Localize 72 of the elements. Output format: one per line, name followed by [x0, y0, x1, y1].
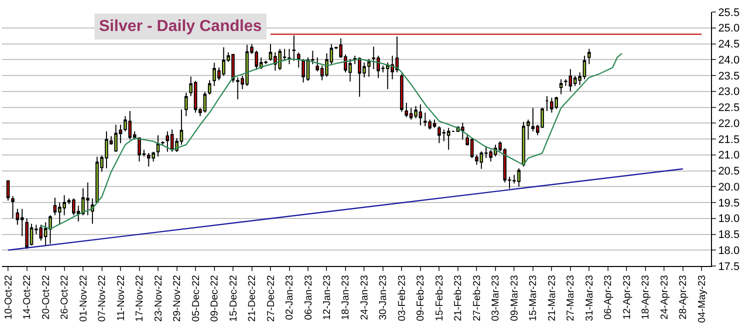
- x-tick-label: 21-Dec-22: [247, 274, 258, 322]
- x-tick-label: 03-Feb-23: [396, 274, 408, 322]
- x-tick-label: 26-Oct-22: [60, 274, 71, 320]
- chart-title: Silver - Daily Candles: [99, 18, 262, 35]
- candlestick: [559, 78, 563, 95]
- x-tick-label: 20-Oct-22: [40, 274, 52, 320]
- x-tick-label: 04-May-23: [696, 274, 708, 323]
- x-tick-label: 27-Dec-22: [266, 274, 277, 322]
- candlestick: [526, 119, 530, 140]
- x-tick-label: 15-Feb-23: [434, 274, 446, 322]
- x-tick-label: 24-Apr-23: [659, 274, 670, 320]
- y-tick-label: 24.0: [718, 54, 740, 66]
- x-tick-label: 15-Mar-23: [528, 274, 540, 322]
- x-tick-label: 27-Feb-23: [472, 274, 483, 322]
- x-tick-label: 01-Nov-22: [78, 274, 90, 322]
- y-tick-label: 17.5: [718, 260, 740, 273]
- x-tick-label: 05-Dec-22: [190, 274, 202, 322]
- candlestick: [460, 122, 464, 140]
- x-tick-label: 21-Feb-23: [453, 274, 464, 322]
- y-tick-label: 21.5: [718, 134, 740, 146]
- candlestick: [208, 80, 212, 96]
- y-tick-label: 23.5: [718, 70, 740, 82]
- x-tick-label: 03-Mar-23: [490, 274, 502, 322]
- candlestick: [588, 48, 591, 65]
- x-tick-label: 09-Feb-23: [416, 274, 427, 322]
- candlestick: [545, 96, 549, 112]
- candlestick: [400, 73, 404, 112]
- y-tick-label: 25.0: [718, 22, 740, 35]
- line-series: [40, 52, 623, 230]
- x-tick-label: 18-Apr-23: [640, 274, 652, 320]
- x-tick-label: 30-Jan-23: [378, 274, 390, 320]
- x-tick-label: 06-Apr-23: [603, 274, 614, 320]
- x-tick-label: 09-Dec-22: [210, 274, 221, 322]
- x-tick-label: 11-Nov-22: [116, 274, 127, 321]
- x-tick-label: 31-Mar-23: [584, 274, 596, 322]
- candlestick: [11, 196, 14, 219]
- y-tick-label: 23.0: [718, 86, 740, 98]
- x-tick-label: 09-Mar-23: [509, 274, 520, 322]
- y-tick-label: 25.5: [718, 6, 740, 19]
- candlestick: [296, 52, 300, 68]
- x-tick-label: 21-Mar-23: [546, 274, 558, 322]
- x-tick-label: 06-Jan-23: [303, 274, 314, 320]
- x-tick-label: 14-Oct-22: [22, 274, 34, 320]
- y-tick-label: 21.0: [718, 150, 740, 162]
- candlestick: [6, 180, 10, 202]
- x-tick-label: 29-Nov-22: [172, 274, 184, 322]
- x-tick-label: 12-Jan-23: [322, 274, 333, 320]
- x-tick-label: 24-Jan-23: [359, 274, 370, 320]
- x-tick-label: 12-Apr-23: [622, 274, 633, 320]
- x-tick-label: 07-Nov-22: [97, 274, 108, 322]
- x-tick-label: 15-Dec-22: [228, 274, 240, 322]
- x-tick-label: 17-Nov-22: [134, 274, 146, 322]
- x-tick-label: 18-Jan-23: [340, 274, 352, 320]
- candlestick: [156, 134, 160, 157]
- y-tick-label: 18.5: [718, 229, 740, 242]
- x-tick-label: 02-Jan-23: [284, 274, 296, 320]
- x-tick-label: 27-Mar-23: [566, 274, 577, 322]
- candlestick: [446, 127, 450, 150]
- y-tick-label: 22.5: [718, 102, 740, 114]
- candlestick: [404, 102, 408, 118]
- candlestick: [184, 92, 188, 117]
- y-tick-label: 24.5: [718, 38, 740, 51]
- x-tick-label: 28-Apr-23: [678, 274, 690, 320]
- y-tick-label: 19.0: [718, 213, 740, 226]
- y-tick-label: 19.5: [718, 197, 740, 210]
- y-tick-label: 18.0: [718, 244, 740, 257]
- candlestick: [292, 35, 296, 62]
- y-tick-label: 22.0: [718, 118, 740, 130]
- y-tick-label: 20.5: [718, 166, 740, 178]
- x-tick-label: 10-Oct-22: [3, 274, 14, 320]
- x-tick-label: 23-Nov-22: [153, 274, 164, 322]
- y-tick-label: 20.0: [718, 181, 740, 194]
